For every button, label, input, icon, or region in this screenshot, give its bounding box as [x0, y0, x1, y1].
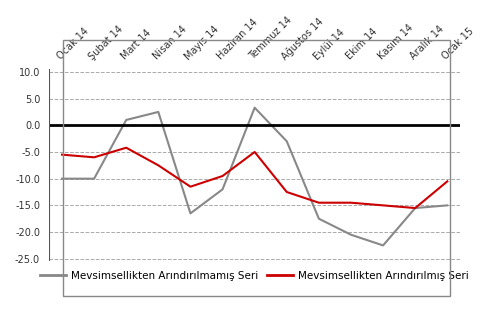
Legend: Mevsimsellikten Arındırılmamış Seri, Mevsimsellikten Arındırılmış Seri: Mevsimsellikten Arındırılmamış Seri, Mev… [36, 267, 473, 285]
